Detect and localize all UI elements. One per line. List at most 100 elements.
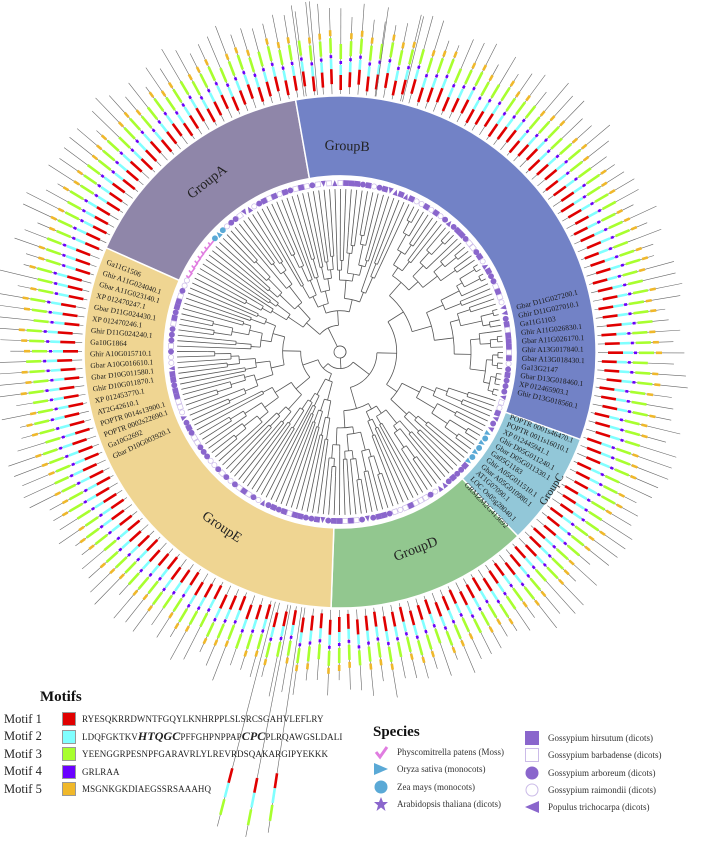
branch <box>301 266 309 282</box>
branch <box>351 245 354 254</box>
branch <box>321 417 326 436</box>
motif-1-segment <box>590 259 606 267</box>
branch <box>243 323 251 327</box>
motif-5-segment <box>496 618 502 625</box>
motif-4-segment <box>186 603 191 608</box>
group-label: GroupB <box>324 139 370 156</box>
motif-2-segment <box>65 265 77 271</box>
branch <box>373 455 381 475</box>
species-marker-circle-icon <box>473 249 480 256</box>
motif-4-segment <box>472 86 476 91</box>
motif-3-segment <box>146 106 159 121</box>
motif-2-segment <box>558 525 568 534</box>
motif-4-segment <box>94 193 99 198</box>
motif-5-segment <box>96 144 103 151</box>
branch <box>372 489 378 511</box>
branch <box>350 466 357 515</box>
branch <box>325 439 329 457</box>
branch-arc <box>366 405 377 412</box>
branch <box>322 468 329 515</box>
species-marker-hollow-circle-icon <box>255 497 262 503</box>
species-marker-square-icon <box>291 511 299 519</box>
motif-1-segment <box>586 437 602 445</box>
motif-1-segment <box>606 378 622 383</box>
branch <box>374 428 383 444</box>
branch <box>339 357 342 369</box>
motif-2-segment <box>227 86 234 98</box>
species-marker-square-icon <box>381 185 389 193</box>
branch <box>422 275 438 288</box>
branch <box>381 452 404 503</box>
motif-2-segment <box>599 461 610 469</box>
branch <box>382 491 389 508</box>
branch <box>243 220 268 254</box>
motif-3-segment <box>127 572 140 586</box>
branch <box>465 432 474 438</box>
motif-1-segment <box>441 96 450 112</box>
branch <box>226 423 243 436</box>
motif-3-segment <box>405 636 412 653</box>
branch <box>189 287 242 311</box>
motif-5-segment <box>62 186 70 192</box>
motif-1-segment <box>273 76 280 92</box>
motif-1-segment <box>496 126 508 140</box>
species-marker-check-icon <box>194 257 202 265</box>
motif-2-segment <box>402 621 408 632</box>
branch <box>362 489 368 513</box>
branch <box>328 473 332 515</box>
species-marker-circle-icon <box>359 516 366 523</box>
motif-2-segment <box>280 625 285 637</box>
species-marker-hollow-circle-icon <box>227 477 234 484</box>
branch <box>276 304 291 315</box>
branch <box>317 411 323 428</box>
branch <box>456 264 468 273</box>
motif-4-segment <box>603 227 608 232</box>
motif-3-segment <box>633 310 649 315</box>
branch <box>432 238 458 263</box>
branch <box>262 302 274 310</box>
branch-arc <box>254 358 257 368</box>
motif-5-segment <box>109 568 116 575</box>
motif-4-segment <box>582 183 587 188</box>
branch-arc <box>412 456 417 460</box>
motif-5-segment <box>563 569 570 576</box>
motif-3-segment <box>500 87 511 102</box>
branch <box>256 424 270 439</box>
branch <box>414 419 428 432</box>
species-marker-square-icon <box>461 461 470 470</box>
motif-name: Motif 2 <box>4 729 42 743</box>
branch <box>309 393 316 402</box>
motif-1-segment <box>585 456 601 465</box>
motif-4-segment <box>253 73 257 78</box>
motif-4-segment <box>584 508 589 512</box>
motif-3-segment <box>69 190 84 201</box>
branch <box>459 292 480 302</box>
motif-4-segment <box>99 524 104 529</box>
motif-3-segment <box>408 49 415 65</box>
branch <box>231 331 249 336</box>
motif-2-segment <box>554 534 565 543</box>
branch <box>471 418 486 427</box>
branch <box>243 245 258 261</box>
branch <box>440 254 449 262</box>
motif-5-segment <box>525 94 531 102</box>
motif-3-segment <box>464 69 473 85</box>
motif-4-segment <box>61 435 66 439</box>
branch <box>363 225 367 236</box>
motif-4-segment <box>54 407 58 411</box>
species-marker-triangle-left-icon <box>240 208 247 215</box>
branch <box>469 368 486 372</box>
branch-arc <box>371 434 376 437</box>
branch-arc <box>301 284 304 287</box>
motif-1-segment <box>77 445 93 454</box>
branch-arc <box>266 276 271 281</box>
motif-5-segment <box>38 245 46 250</box>
motif-5-segment <box>409 653 414 660</box>
motif-3-segment <box>137 576 150 590</box>
branch-arc <box>286 283 293 289</box>
branch-arc <box>425 421 429 426</box>
motif-1-segment <box>527 159 541 172</box>
motif-1-segment <box>59 385 75 391</box>
motif-5-segment <box>132 589 139 596</box>
branch <box>296 439 317 510</box>
